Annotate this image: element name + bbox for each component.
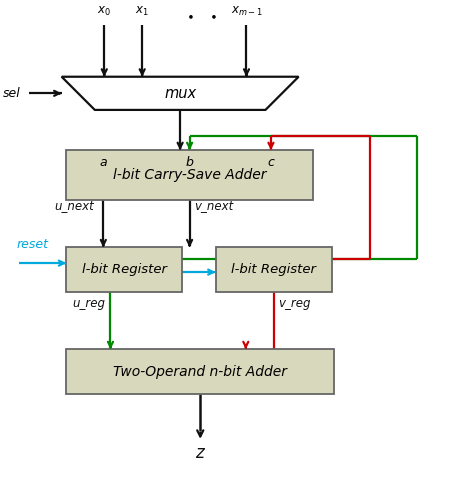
Text: reset: reset bbox=[17, 238, 49, 251]
Text: l-bit Register: l-bit Register bbox=[231, 264, 316, 276]
Text: v_reg: v_reg bbox=[279, 297, 311, 310]
Text: l-bit Carry-Save Adder: l-bit Carry-Save Adder bbox=[113, 168, 266, 182]
Text: $\bullet$: $\bullet$ bbox=[210, 10, 217, 23]
Text: $\bullet$: $\bullet$ bbox=[186, 10, 193, 23]
Text: $x_0$: $x_0$ bbox=[97, 5, 111, 19]
Polygon shape bbox=[62, 77, 299, 110]
Text: b: b bbox=[186, 156, 193, 169]
FancyBboxPatch shape bbox=[66, 247, 182, 293]
Text: $x_1$: $x_1$ bbox=[135, 5, 149, 19]
Text: u_reg: u_reg bbox=[73, 297, 106, 310]
Text: Two-Operand n-bit Adder: Two-Operand n-bit Adder bbox=[113, 365, 287, 379]
Text: a: a bbox=[100, 156, 107, 169]
Text: c: c bbox=[267, 156, 274, 169]
FancyBboxPatch shape bbox=[66, 349, 334, 394]
Text: $x_{m-1}$: $x_{m-1}$ bbox=[230, 5, 263, 19]
Text: $z$: $z$ bbox=[195, 444, 206, 462]
Text: v_next: v_next bbox=[194, 199, 234, 212]
FancyBboxPatch shape bbox=[66, 150, 313, 200]
Text: u_next: u_next bbox=[54, 199, 94, 212]
FancyBboxPatch shape bbox=[216, 247, 332, 293]
Text: mux: mux bbox=[164, 86, 196, 101]
Text: sel: sel bbox=[2, 87, 20, 100]
Text: l-bit Register: l-bit Register bbox=[82, 264, 167, 276]
